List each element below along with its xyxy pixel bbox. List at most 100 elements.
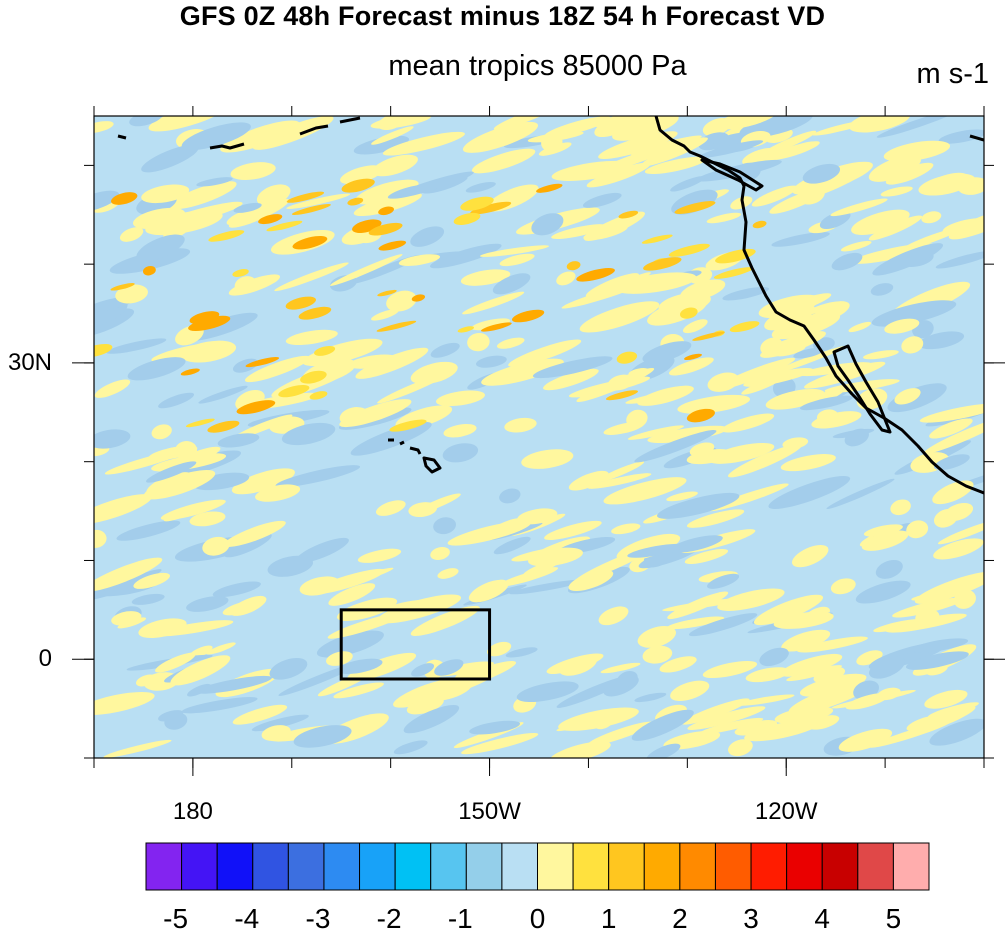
field-patch — [868, 155, 922, 182]
field-patch-strong — [266, 220, 303, 232]
colorbar-label: -5 — [163, 903, 189, 934]
field-patch — [736, 694, 795, 706]
field-patch — [460, 269, 511, 286]
field-patch — [799, 186, 825, 205]
field-patch — [498, 567, 559, 587]
field-patch — [145, 210, 223, 236]
field-patch-strong — [142, 265, 156, 276]
field-patch — [883, 140, 951, 162]
field-patch — [499, 253, 535, 267]
field-patch — [544, 520, 602, 540]
field-patch — [371, 126, 414, 145]
field-patch — [281, 422, 336, 446]
field-patch — [771, 312, 841, 340]
field-patch — [94, 121, 114, 134]
field-patch — [295, 537, 349, 564]
field-patch — [851, 243, 935, 264]
field-patch — [688, 613, 758, 637]
field-patch — [869, 656, 905, 679]
field-patch — [764, 345, 847, 377]
field-patch — [471, 318, 511, 331]
field-patch — [94, 494, 152, 525]
field-patch — [393, 740, 428, 755]
field-patch — [919, 403, 984, 423]
field-patch — [469, 720, 520, 735]
field-patch — [186, 596, 229, 612]
field-patch — [702, 660, 758, 679]
field-patch — [544, 116, 611, 138]
units-label: m s-1 — [916, 58, 990, 90]
field-patch — [799, 673, 867, 697]
field-patch — [465, 181, 496, 193]
field-patch — [595, 116, 675, 128]
field-patch — [382, 131, 465, 156]
field-patch — [244, 355, 310, 383]
field-patch — [921, 211, 942, 224]
field-patch — [251, 714, 309, 732]
chart-subtitle: mean tropics 85000 Pa — [388, 50, 687, 82]
field-patch — [131, 593, 165, 605]
field-patch — [136, 234, 185, 262]
colorbar-label: 4 — [814, 903, 830, 934]
colorbar-label: 2 — [672, 903, 688, 934]
field-patch — [223, 520, 286, 547]
field-patch-strong — [278, 384, 310, 398]
field-patch — [311, 568, 386, 595]
colorbar-box — [359, 842, 396, 891]
field-patch — [727, 443, 803, 478]
field-patch — [938, 129, 984, 144]
field-patch — [330, 254, 403, 286]
field-patch-strong — [258, 214, 283, 225]
colorbar-box — [145, 842, 183, 891]
field-patch — [935, 250, 984, 269]
hawaii-oahu — [399, 440, 405, 446]
field-patch — [646, 743, 681, 758]
field-patch-strong — [185, 418, 215, 428]
field-patch — [669, 357, 714, 376]
field-patch — [222, 599, 263, 616]
field-patch — [461, 733, 539, 755]
field-patch-strong — [686, 408, 715, 423]
field-patch — [516, 681, 579, 702]
field-patch-strong — [481, 322, 512, 332]
field-patch — [830, 198, 888, 217]
field-patch — [682, 319, 708, 334]
field-patch — [181, 122, 251, 150]
colorbar-box — [679, 842, 716, 891]
field-patch — [780, 454, 836, 472]
field-patch — [824, 379, 900, 393]
field-patch-strong — [300, 370, 327, 384]
field-patch — [840, 240, 872, 252]
field-patch — [932, 480, 974, 505]
axis-ticks — [72, 106, 1005, 776]
field-patch — [582, 192, 622, 208]
field-patch — [436, 390, 485, 407]
field-patch-strong — [411, 294, 426, 302]
field-patch — [721, 413, 775, 433]
field-patch — [634, 429, 717, 463]
hawaii-maui — [409, 446, 422, 455]
field-patch — [302, 338, 383, 367]
field-patch — [538, 142, 572, 156]
field-patch — [492, 273, 531, 295]
field-patch — [871, 300, 957, 327]
aleutian-3 — [117, 134, 127, 140]
colorbar-label: 1 — [600, 903, 617, 934]
field-patch — [430, 243, 502, 269]
field-patch-strong — [679, 307, 698, 319]
field-patch — [462, 121, 539, 153]
colorbar-label: -1 — [447, 903, 473, 934]
field-patch — [410, 361, 458, 385]
field-patch — [811, 411, 862, 429]
field-patch — [944, 502, 974, 522]
field-patch — [326, 651, 353, 666]
field-patch — [141, 144, 199, 173]
field-patch-strong — [643, 257, 682, 271]
field-patch — [355, 347, 429, 379]
colorbar-box — [714, 842, 752, 891]
field-patch — [797, 636, 868, 653]
field-patch — [406, 696, 444, 715]
field-patch — [115, 284, 148, 304]
field-patch — [104, 449, 186, 475]
field-patch — [753, 594, 824, 626]
